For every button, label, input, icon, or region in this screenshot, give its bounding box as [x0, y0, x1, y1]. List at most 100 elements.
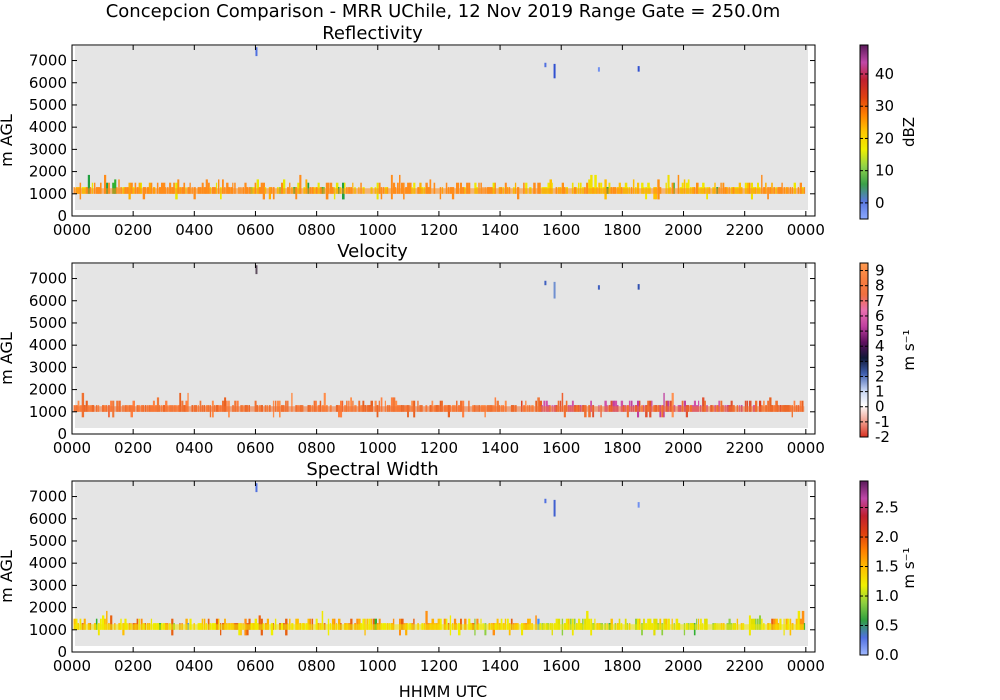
colorbar-tick-label: 2.0 — [875, 528, 899, 546]
panel-0: Reflectivity 0 1000 2000 3000 4000 5000 6000 700… — [0, 23, 918, 239]
x-tick-label: 0400 — [175, 221, 213, 239]
x-tick-label: 0800 — [298, 657, 336, 675]
band-base — [73, 188, 805, 194]
data-bar — [683, 179, 686, 194]
y-tick-label: 3000 — [29, 358, 67, 376]
panel-2: Spectral Width 0 1000 2000 3000 4000 5000 6000 7… — [0, 459, 918, 675]
colorbar-tick-label: 40 — [875, 65, 894, 83]
x-tick-label: 1000 — [359, 221, 397, 239]
axes-frame — [71, 44, 816, 217]
x-tick-label: 0600 — [236, 657, 274, 675]
data-bar — [803, 623, 806, 630]
colorbar-tick-label: 30 — [875, 97, 894, 115]
data-bar — [258, 615, 261, 630]
y-axis-label: m AGL — [0, 332, 16, 385]
axes-frame — [71, 262, 816, 435]
y-tick-label: 7000 — [29, 270, 67, 288]
y-tick-label: 0 — [57, 425, 67, 443]
colorbar-tick-label: 0.0 — [875, 646, 899, 664]
data-bar — [224, 397, 227, 412]
colorbar-tick-label: 2 — [875, 367, 885, 385]
data-speck — [597, 67, 600, 72]
colorbar-tick-label: 1.0 — [875, 587, 899, 605]
y-axis-label: m AGL — [0, 550, 16, 603]
data-bar — [588, 179, 591, 194]
x-tick-label: 2000 — [664, 221, 702, 239]
y-tick-label: 6000 — [29, 510, 67, 528]
data-bar — [801, 610, 805, 630]
data-bar — [390, 174, 393, 200]
x-tick-label: 0400 — [175, 657, 213, 675]
band-base — [73, 624, 805, 630]
data-coverage — [75, 482, 808, 646]
x-tick-label: 1200 — [420, 439, 458, 457]
data-bar — [769, 397, 772, 412]
y-tick-label: 2000 — [29, 163, 67, 181]
data-bar — [305, 179, 308, 194]
colorbar-label: m s⁻¹ — [900, 329, 918, 370]
data-bar — [537, 397, 540, 412]
x-tick-label: 2200 — [726, 657, 764, 675]
colorbar-tick-label: 10 — [875, 162, 894, 180]
x-tick-label: 1400 — [481, 657, 519, 675]
x-tick-label: 2000 — [664, 439, 702, 457]
x-tick-label: 1600 — [542, 221, 580, 239]
data-bar — [291, 392, 293, 412]
colorbar — [859, 262, 869, 438]
data-bar — [667, 174, 670, 194]
y-tick-label: 7000 — [29, 52, 67, 70]
x-tick-label: 0200 — [114, 221, 152, 239]
x-tick-label: 1800 — [603, 221, 641, 239]
x-tick-label: 2200 — [726, 221, 764, 239]
x-tick-label: 0200 — [114, 439, 152, 457]
y-tick-label: 1000 — [29, 621, 67, 639]
data-bar — [677, 174, 680, 194]
data-speck — [255, 483, 258, 493]
colorbar-label: dBZ — [900, 117, 918, 147]
x-tick-label: 1400 — [481, 439, 519, 457]
colorbar-tick-label: 7 — [875, 292, 885, 310]
y-tick-label: 4000 — [29, 336, 67, 354]
data-bar — [87, 174, 90, 194]
data-bar — [187, 392, 189, 412]
data-bar — [429, 179, 432, 194]
panel-title: Velocity — [337, 241, 408, 262]
y-tick-label: 6000 — [29, 292, 67, 310]
data-bar — [177, 179, 180, 194]
x-tick-label: 0600 — [236, 439, 274, 457]
data-bar — [380, 397, 383, 412]
data-bar — [106, 610, 108, 630]
panel-title: Spectral Width — [306, 459, 438, 480]
data-bar — [663, 392, 665, 418]
data-coverage — [75, 46, 808, 210]
colorbar-tick-label: 4 — [875, 337, 885, 355]
data-bar — [222, 179, 224, 194]
data-speck — [255, 265, 258, 275]
data-bar — [114, 179, 117, 194]
data-speck — [637, 66, 640, 72]
x-tick-label: 1600 — [542, 439, 580, 457]
figure-title: Concepcion Comparison - MRR UChile, 12 N… — [106, 1, 781, 22]
data-speck — [553, 499, 556, 517]
x-tick-label: 0800 — [298, 221, 336, 239]
data-speck — [637, 284, 640, 290]
colorbar-tick-label: 20 — [875, 129, 894, 147]
y-tick-label: 4000 — [29, 554, 67, 572]
data-bar — [110, 615, 113, 630]
data-bar — [390, 397, 394, 412]
data-bar — [549, 179, 552, 194]
colorbar-tick-label: 0 — [875, 398, 885, 416]
y-tick-label: 1000 — [29, 403, 67, 421]
data-bar — [687, 179, 690, 194]
colorbar-tick-label: 3 — [875, 352, 885, 370]
colorbar-label: m s⁻¹ — [900, 547, 918, 588]
x-tick-label: 0000 — [53, 657, 91, 675]
x-tick-label: 0800 — [298, 439, 336, 457]
data-bar — [797, 610, 801, 630]
data-bar — [594, 174, 597, 194]
data-bar — [535, 615, 537, 630]
colorbar-tick-label: 5 — [875, 322, 885, 340]
x-tick-label: 1200 — [420, 657, 458, 675]
x-tick-label: 1800 — [603, 657, 641, 675]
